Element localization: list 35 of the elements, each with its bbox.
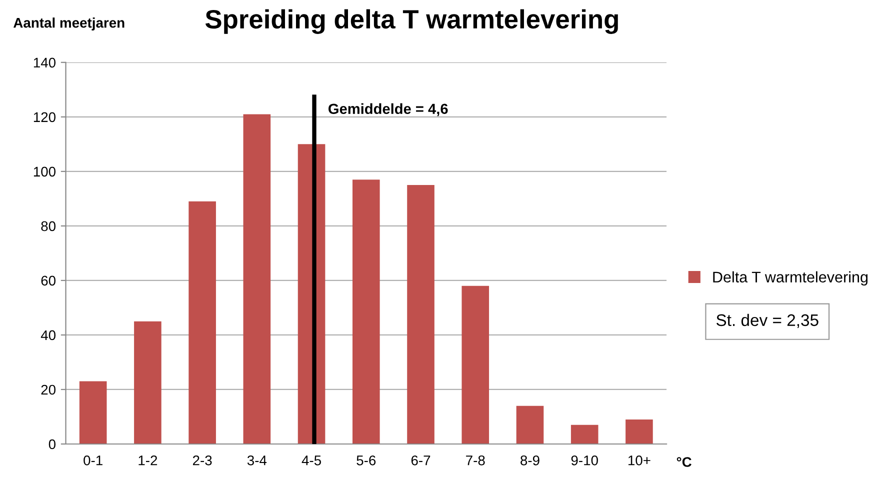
x-tick-label: 2-3 — [192, 455, 212, 466]
bar — [407, 185, 434, 444]
bar — [462, 286, 490, 444]
y-tick-label: 120 — [34, 112, 56, 122]
y-tick-label: 20 — [41, 384, 56, 395]
bar — [188, 201, 216, 444]
x-tick-label: 6-7 — [411, 455, 430, 466]
chart-title: Spreiding delta T warmtelevering — [205, 9, 618, 34]
bar — [626, 419, 653, 444]
x-tick-label: 9-10 — [571, 455, 598, 466]
legend-label: Delta T warmtelevering — [713, 271, 868, 286]
x-tick-label: 8-9 — [520, 455, 540, 466]
bar — [134, 321, 162, 444]
bar — [79, 381, 107, 444]
x-tick-label: 3-4 — [247, 455, 267, 466]
text: St. dev = 2,35 — [716, 314, 818, 328]
x-tick-label: 0-1 — [84, 455, 102, 466]
x-tick-label: 5-6 — [356, 455, 376, 466]
y-tick-label: 100 — [34, 166, 56, 177]
x-tick-label: 4-5 — [302, 456, 321, 466]
y-tick-label: 0 — [48, 439, 56, 450]
x-tick-label: 1-2 — [138, 455, 158, 466]
y-tick-label: 60 — [41, 276, 56, 286]
ref-line-label: Gemiddelde = 4,6 — [328, 103, 448, 116]
x-tick-label: 10+ — [628, 455, 650, 466]
y-axis-title: Aantal meetjaren — [14, 18, 124, 30]
bar — [352, 180, 380, 444]
bar — [570, 424, 598, 444]
y-tick-label: 140 — [34, 58, 56, 68]
bar — [243, 114, 271, 444]
y-tick-label: 80 — [41, 221, 56, 232]
bar — [516, 406, 544, 444]
y-tick-label: 40 — [40, 330, 56, 340]
x-tick-label: 7-8 — [466, 455, 485, 466]
x-axis-title: °C — [676, 457, 692, 467]
